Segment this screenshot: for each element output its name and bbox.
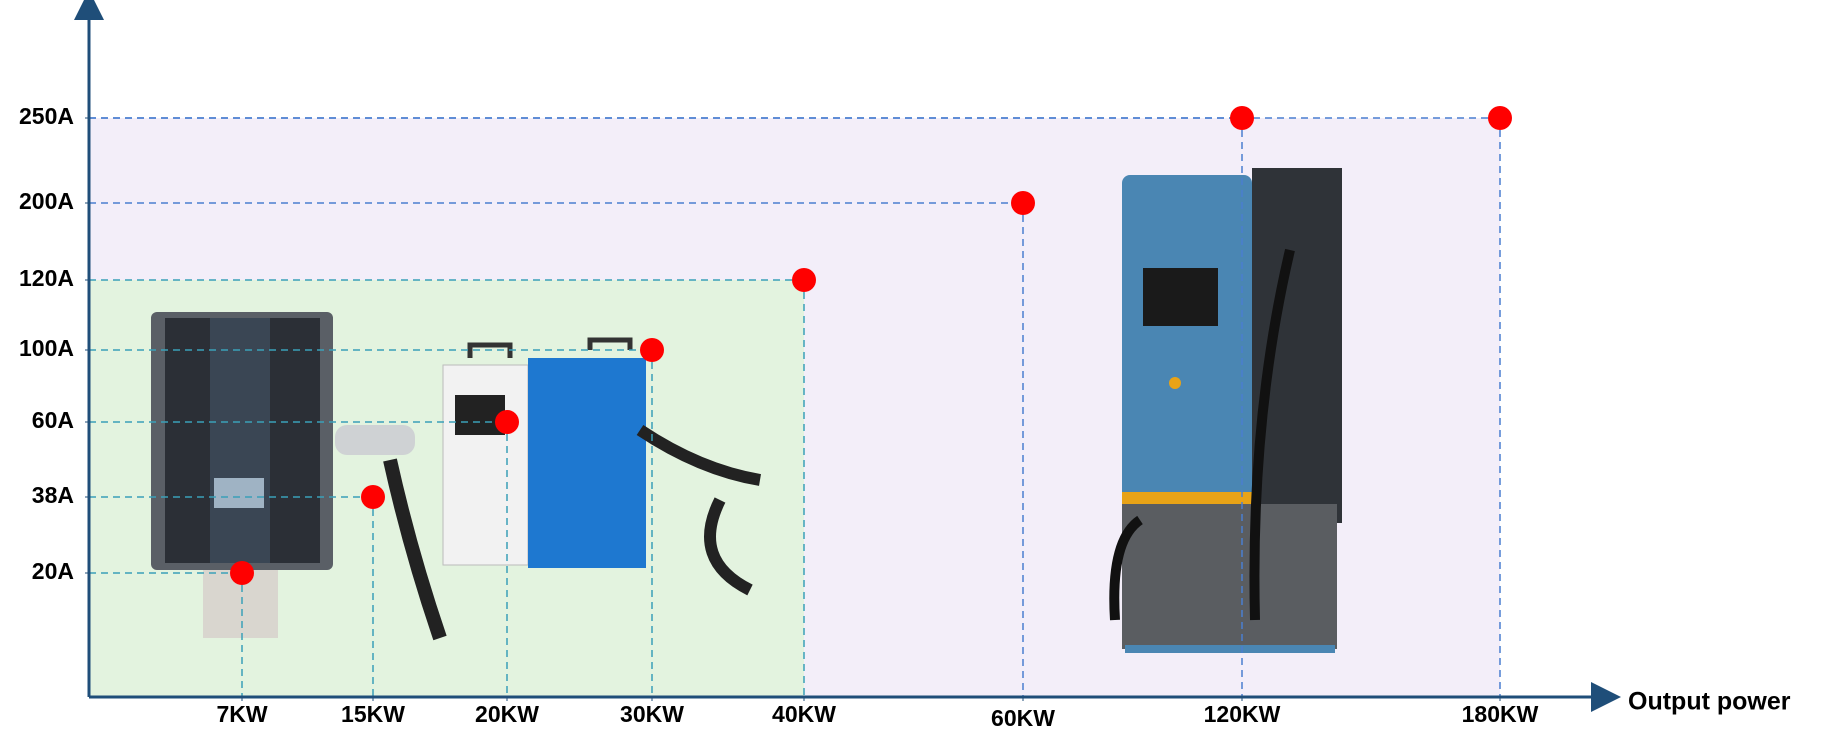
point	[640, 338, 664, 362]
point	[792, 268, 816, 292]
y-tick-label: 100A	[19, 335, 74, 361]
point	[1230, 106, 1254, 130]
wall-charger	[151, 312, 447, 641]
point	[361, 485, 385, 509]
y-tick-label: 60A	[32, 407, 74, 433]
point	[495, 410, 519, 434]
x-tick-label: 30KW	[620, 701, 684, 727]
y-tick-label: 20A	[32, 558, 74, 584]
point	[1011, 191, 1035, 215]
dc-dispenser	[1109, 168, 1342, 653]
x-tick-label: 180KW	[1462, 701, 1539, 727]
portable-charger	[442, 337, 761, 596]
y-tick-label: 250A	[19, 103, 74, 129]
point	[230, 561, 254, 585]
x-tick-label: 120KW	[1204, 701, 1281, 727]
x-tick-label: 15KW	[341, 701, 405, 727]
x-tick-label: 7KW	[216, 701, 267, 727]
x-tick-label: 40KW	[772, 701, 836, 727]
point	[1488, 106, 1512, 130]
x-axis-label: Output power	[1628, 688, 1791, 716]
x-tick-label: 60KW	[991, 705, 1055, 727]
y-tick-label: 120A	[19, 265, 74, 291]
y-tick-label: 200A	[19, 188, 74, 214]
x-tick-label: 20KW	[475, 701, 539, 727]
y-tick-label: 38A	[32, 482, 74, 508]
